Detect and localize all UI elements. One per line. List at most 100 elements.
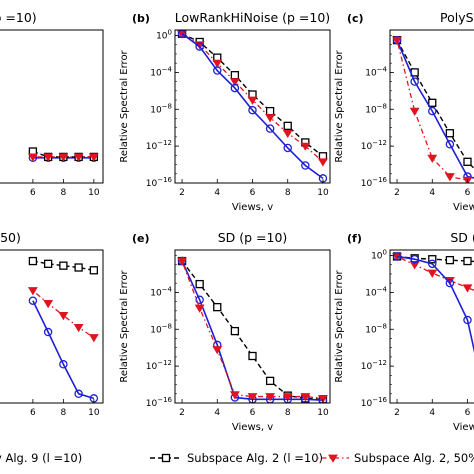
data-point (43, 153, 54, 162)
data-point (28, 256, 38, 266)
data-point (230, 71, 240, 80)
data-point (247, 393, 258, 402)
x-axis-label: Views (453, 422, 474, 433)
data-point (463, 256, 472, 266)
y-tick-label: 10−4 (365, 65, 387, 78)
panel-6: 2 4 6 100 10−4 10−8 10−12 10−16 SD (p (f) Views Rel… (334, 230, 474, 433)
data-point (428, 255, 437, 264)
data-point (318, 158, 328, 167)
x-tick-label: 8 (61, 408, 67, 418)
data-point (428, 98, 437, 107)
panel-5: 2 4 6 8 10 10−4 10−8 10−12 10−16 SD (p =10) (e) Vie… (119, 230, 331, 433)
x-tick-label: 4 (429, 188, 435, 198)
y-tick-label: 10−8 (365, 322, 387, 335)
series-line-red (396, 255, 474, 291)
series-line-red (396, 39, 468, 181)
x-tick-label: 4 (214, 408, 220, 418)
data-point (283, 121, 292, 131)
data-point (28, 296, 38, 305)
y-tick-label: 10−16 (146, 396, 173, 409)
y-tick-label: 10−12 (361, 359, 387, 372)
data-point (300, 393, 311, 402)
series-line-blue (181, 33, 324, 180)
panel-1: 6 8 10 kMedNoise (p =10) (0, 10, 104, 198)
y-tick-label: 10−12 (146, 139, 172, 152)
y-tick-label: 10−16 (361, 176, 388, 189)
x-axis-label: Views (453, 202, 474, 213)
panel-letter: (f) (347, 232, 362, 245)
data-point (27, 153, 38, 162)
x-tick-label: 2 (394, 408, 400, 418)
data-point (195, 42, 204, 51)
series-group (177, 30, 328, 183)
y-tick-label: 10−16 (361, 396, 388, 409)
panel-title: ySlow (p =50) (0, 230, 21, 245)
data-point (247, 96, 258, 105)
y-tick-label: 100 (371, 249, 387, 262)
x-tick-label: 6 (30, 408, 36, 418)
data-point (463, 315, 472, 325)
series-line-black (32, 260, 94, 271)
data-point (282, 129, 293, 139)
panel-title: kMedNoise (p =10) (0, 10, 37, 25)
x-axis-label: Views, v (232, 422, 273, 433)
series-line-blue (396, 255, 474, 353)
data-point (318, 394, 328, 403)
data-point (265, 114, 276, 123)
data-point (427, 269, 438, 278)
x-tick-label: 10 (88, 408, 100, 418)
x-tick-label: 4 (214, 188, 220, 198)
data-point (59, 360, 68, 369)
data-point (410, 254, 419, 264)
data-point (213, 66, 222, 75)
data-point (213, 302, 222, 312)
data-point (445, 129, 455, 138)
series-line-red (181, 260, 324, 400)
x-tick-label: 8 (285, 408, 291, 418)
data-point (88, 153, 99, 162)
data-point (89, 266, 99, 275)
y-tick-label: 10−8 (150, 102, 172, 115)
x-tick-label: 6 (250, 408, 256, 418)
data-point (462, 284, 473, 293)
data-point (43, 259, 53, 268)
data-point (177, 257, 187, 266)
y-tick-label: 10−4 (365, 285, 387, 298)
panel-4: 6810ySlow (p =50)Views, v (0, 230, 104, 418)
data-point (428, 259, 437, 269)
data-point (248, 105, 257, 115)
panel-letter: (c) (347, 12, 364, 25)
data-point (74, 263, 83, 272)
axes-frame (0, 29, 104, 184)
y-axis-label: Relative Spectral Error (334, 269, 345, 382)
series-line-red (32, 290, 95, 339)
data-point (283, 143, 292, 153)
data-point (194, 304, 205, 313)
data-point (445, 255, 455, 265)
axes-frame (0, 249, 104, 404)
data-point (445, 278, 455, 288)
y-axis-label: Relative Spectral Error (119, 49, 130, 162)
x-tick-label: 6 (30, 188, 36, 198)
data-point (212, 59, 223, 68)
panel-title: LowRankHiNoise (p =10) (175, 10, 330, 25)
data-point (428, 106, 437, 116)
data-point (59, 261, 68, 270)
data-point (427, 154, 438, 163)
data-point (410, 77, 419, 86)
x-tick-label: 4 (429, 408, 435, 418)
x-axis-label: Views, v (232, 202, 273, 213)
panel-title: SD (p =10) (218, 230, 288, 245)
x-tick-label: 2 (394, 188, 400, 198)
panel-3: 2 4 6 10−4 10−8 10−12 10−16 PolySlow (c) Views Rel… (334, 10, 474, 213)
data-point (265, 106, 275, 116)
data-point (409, 107, 420, 116)
series-group (392, 252, 474, 353)
y-tick-label: 100 (156, 29, 172, 42)
y-tick-label: 10−8 (150, 322, 172, 335)
legend-label: Subspace Alg. 2, 50% (354, 451, 474, 465)
data-point (392, 36, 402, 45)
data-point (58, 312, 69, 321)
panel-letter: (e) (132, 232, 150, 245)
